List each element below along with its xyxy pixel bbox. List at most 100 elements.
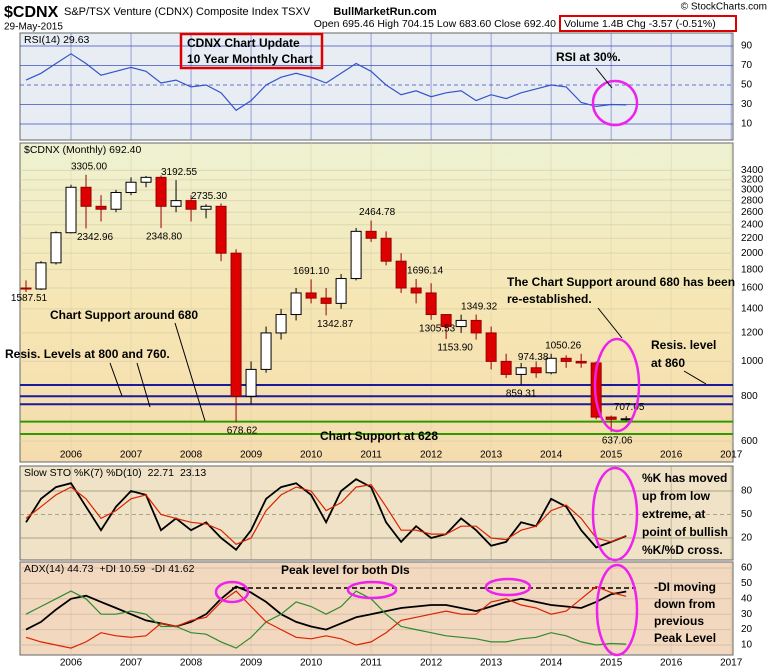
x-tick-label: 2008 [180,450,203,461]
price-label: 2735.30 [191,191,228,202]
panel-background [19,32,734,141]
x-tick-label: 2017 [720,658,743,669]
y-tick-label: 1600 [741,283,764,294]
y-tick-label: 1800 [741,264,764,275]
callout [214,580,250,604]
panel [20,33,733,140]
y-tick-label: 10 [741,640,753,651]
y-tick-label: 20 [741,533,753,544]
x-tick-label: 2015 [600,658,623,669]
candle-body [260,332,272,370]
price-label: 1305.53 [419,323,456,334]
candle-body [350,230,362,280]
series-line [25,478,627,551]
price-label: 1349.32 [461,301,498,312]
legend-entry: 22.71 [148,467,174,479]
y-tick-label: 3400 [741,165,764,176]
y-tick-label: 2600 [741,207,764,218]
callout [591,466,639,562]
x-tick-label: 2016 [660,450,683,461]
annotation: down from [654,597,715,611]
price-label: 2342.96 [77,232,114,243]
annotation: CDNX Chart Update [187,36,300,50]
candle-body [500,360,512,375]
candle-body [485,332,497,362]
panel-title: Slow STO %K(7) %D(10) [24,467,142,479]
candle-body [470,319,482,334]
annotation: Resis. Levels at 800 and 760. [5,347,170,361]
price-label: 1342.87 [317,319,354,330]
price-label: 1691.10 [293,266,330,277]
candle-body [620,418,632,421]
candle-body [125,181,137,193]
callout [174,322,206,422]
quote: Open 695.46 High 704.15 Low 683.60 Close… [314,18,556,30]
annotation: point of bullish [642,525,728,539]
candle-body [425,292,437,316]
y-tick-label: 70 [741,60,753,71]
volume-box [559,15,737,32]
y-tick-label: 50 [741,578,753,589]
callout [683,370,707,385]
panel-background [19,561,734,656]
callout [593,337,641,433]
candle-body [95,205,107,210]
candle-body [20,287,32,290]
candle-body [560,357,572,362]
y-tick-label: 50 [741,80,753,91]
callout [595,563,639,657]
y-tick-label: 2200 [741,233,764,244]
annotation: 10 Year Monthly Chart [187,52,313,66]
legend-entry: ADX(14) 44.73 [24,563,94,575]
candle-body [530,367,542,374]
candle-body [275,314,287,334]
date: 29-May-2015 [4,22,63,33]
callout [591,79,639,127]
y-tick-label: 10 [741,119,753,130]
x-tick-label: 2017 [720,450,743,461]
callout [484,577,532,597]
annotation: %K/%D cross. [642,543,723,557]
annotation: -DI moving [654,580,716,594]
x-tick-label: 2009 [240,658,263,669]
x-tick-label: 2008 [180,658,203,669]
annotation: %K has moved [642,471,727,485]
callout [179,32,324,70]
legend-entry: +DI 10.59 [99,563,145,575]
legend-entry: 23.13 [180,467,206,479]
price-label: 1050.26 [545,340,582,351]
x-tick-label: 2012 [420,450,443,461]
price-label: 1696.14 [407,266,444,277]
x-tick-label: 2013 [480,658,503,669]
x-tick-label: 2010 [300,450,323,461]
price-label: 2348.80 [146,232,183,243]
y-tick-label: 80 [741,486,753,497]
x-tick-label: 2014 [540,450,563,461]
annotation: at 860 [651,356,685,370]
candle-body [65,186,77,234]
candle-body [545,357,557,374]
candle-body [395,260,407,289]
y-tick-label: 30 [741,99,753,110]
candle-body [35,262,47,290]
x-tick-label: 2009 [240,450,263,461]
candle-body [380,237,392,262]
price-label: 637.06 [602,435,633,446]
price-label: 678.62 [227,426,258,437]
y-tick-label: 60 [741,563,753,574]
x-tick-label: 2007 [120,658,143,669]
callout [136,362,151,408]
panel [20,466,733,560]
callout [597,307,623,339]
candle-body [110,191,122,210]
x-tick-label: 2011 [360,450,382,461]
price-label: 974.38 [518,352,549,363]
candle-body [455,319,467,328]
price-label: 3305.00 [71,161,108,172]
annotation: The Chart Support around 680 has been [507,275,735,289]
index-name: S&P/TSX Venture (CDNX) Composite Index T… [64,6,311,18]
y-tick-label: 1000 [741,356,764,367]
symbol: $CDNX [4,4,59,21]
candle-body [140,176,152,183]
